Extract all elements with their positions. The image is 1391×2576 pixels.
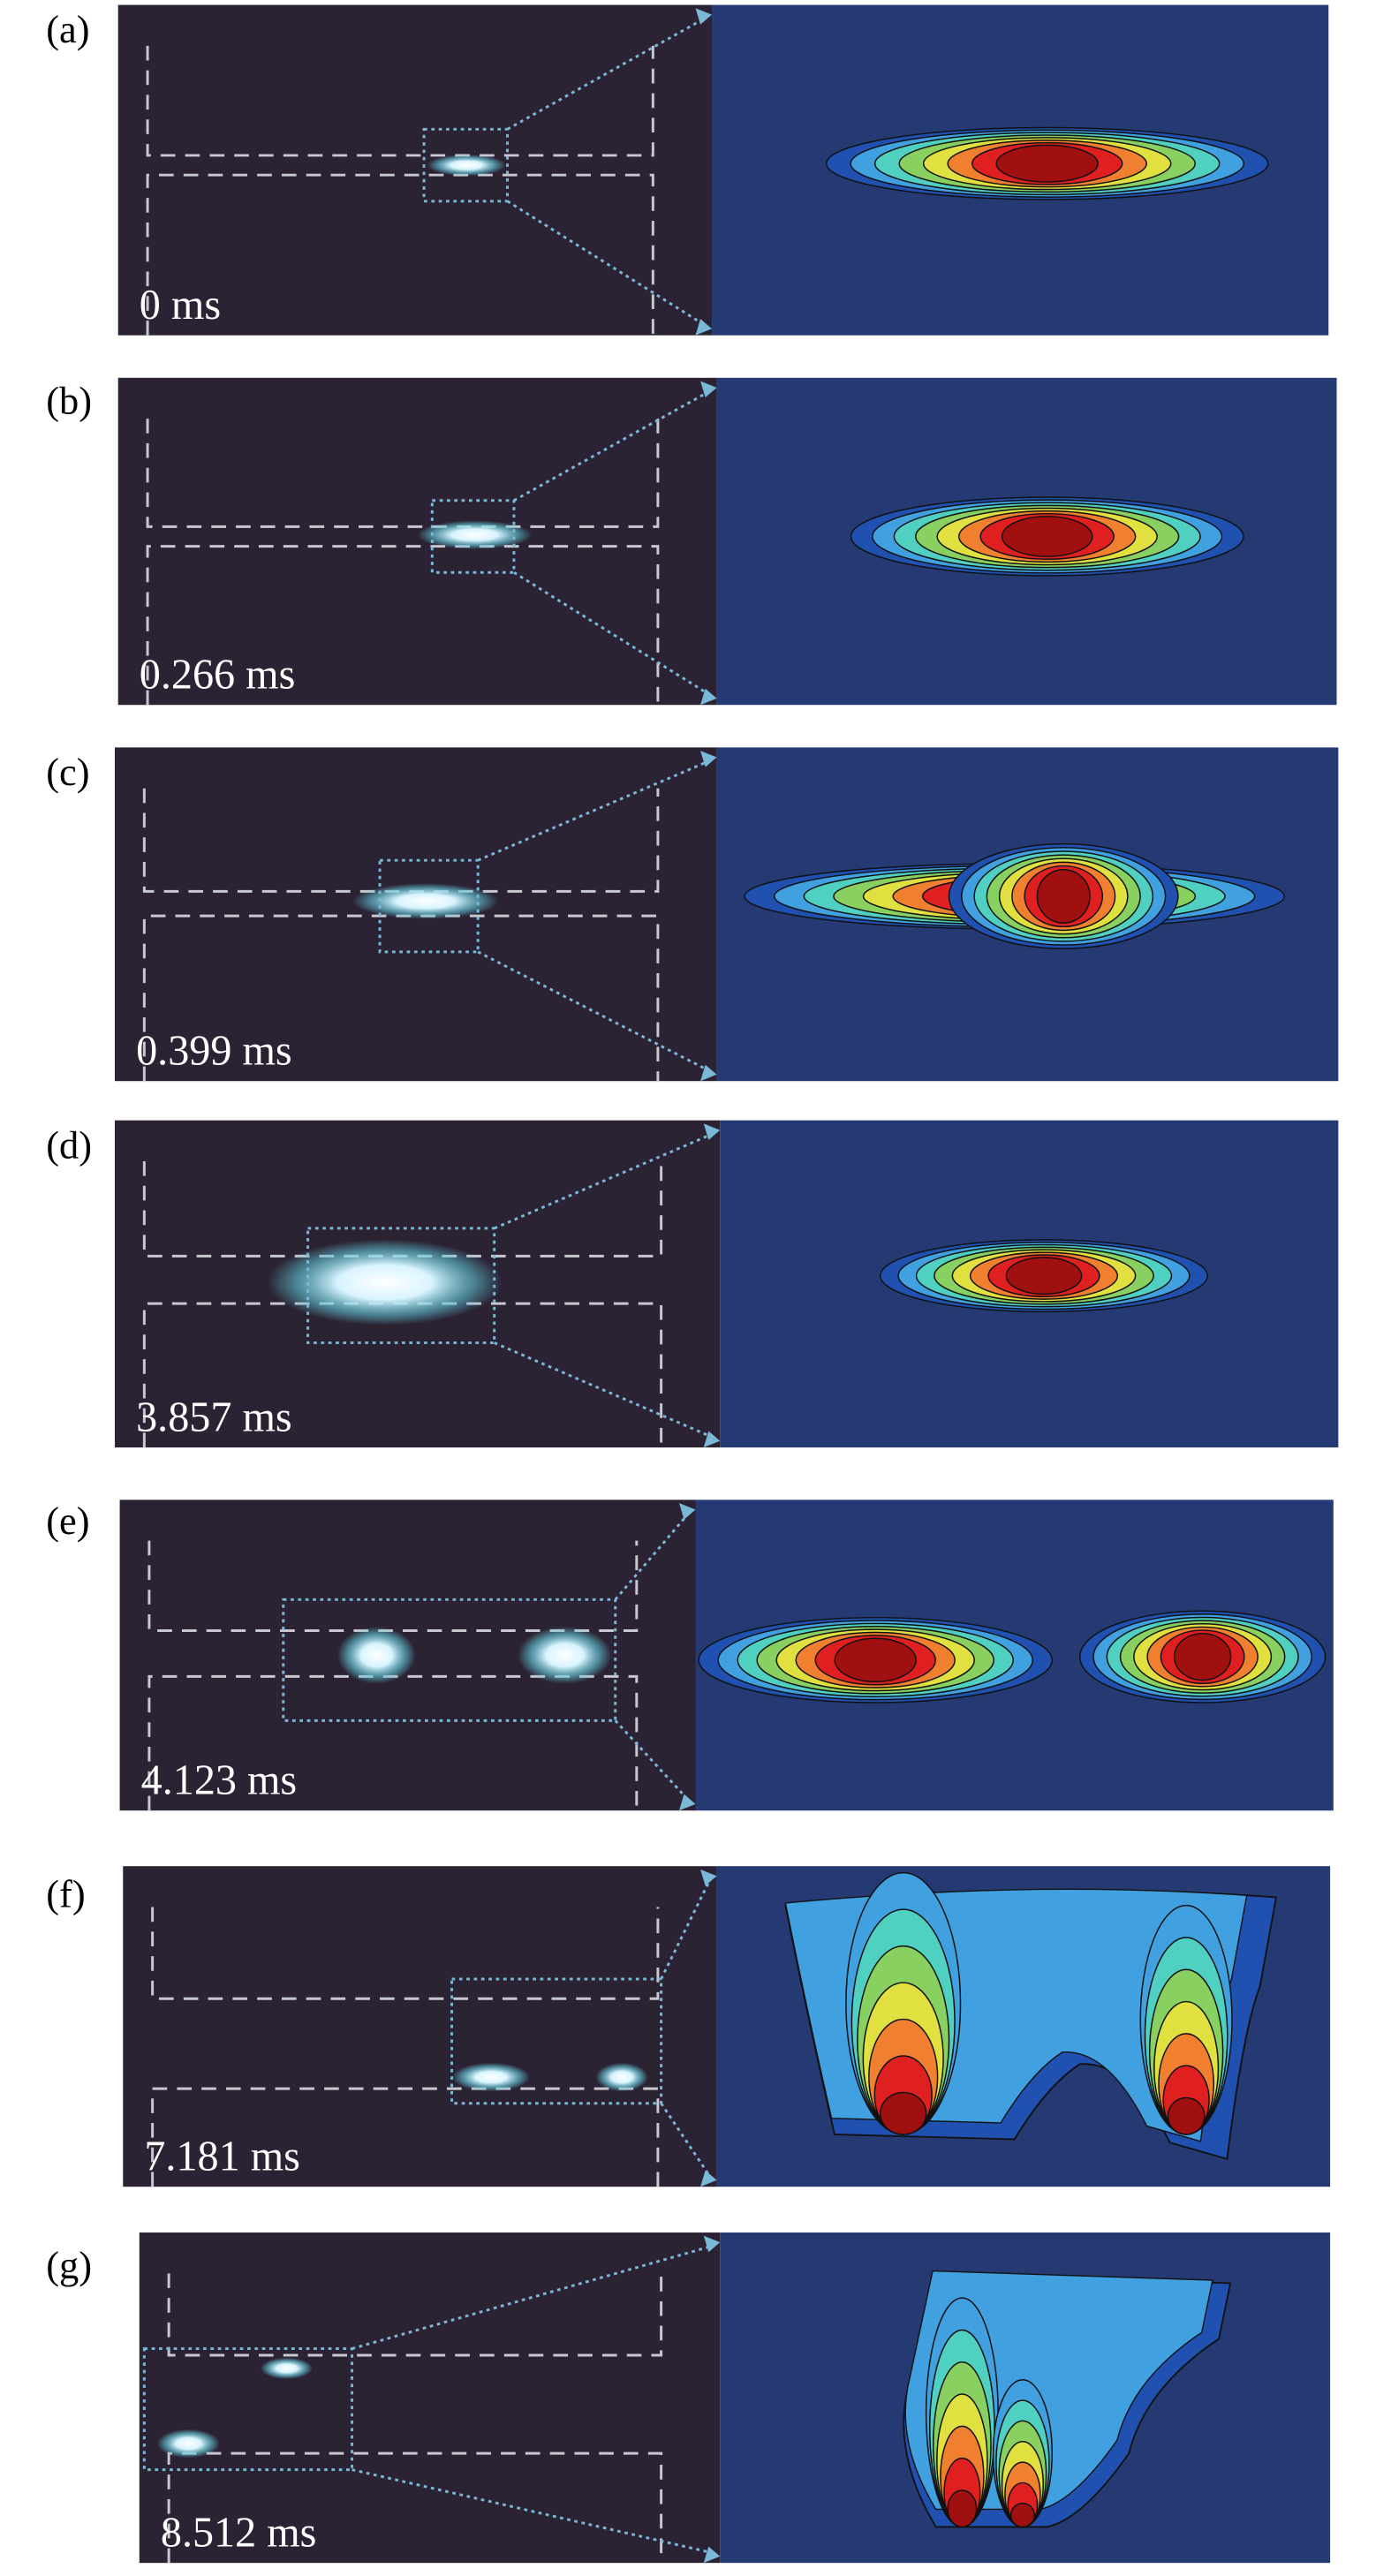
channel-outline [146,45,654,157]
contour [1173,1632,1232,1681]
channel-outline [146,173,654,336]
panel-label: (g) [46,2243,92,2287]
arrow-head [700,751,717,767]
arrow-head [678,1794,696,1811]
flame-glow [336,1626,416,1684]
time-label: 7.181 ms [144,2134,300,2180]
panel-label: (c) [46,750,89,794]
flame-glow [156,2429,220,2459]
zoom-line [352,2468,714,2555]
arrow-head [703,1123,721,1140]
flame-glow [451,2062,531,2092]
flame-glow [517,1626,612,1684]
contour [880,2091,927,2135]
flame-glow [267,1239,503,1326]
left-image [139,2232,721,2564]
zoom-box [282,1598,617,1722]
time-label: 0.266 ms [140,652,296,699]
flame-glow [427,154,506,177]
contour [1167,2096,1206,2135]
arrow-head [703,2235,721,2253]
left-image [117,4,713,336]
arrow-head [695,8,713,25]
arrow-head [700,688,717,706]
zoom-line [494,1341,714,1439]
zoom-box [422,127,509,203]
panel-label: (e) [46,1499,89,1543]
flame-glow [260,2357,314,2380]
time-label: 0 ms [140,282,221,329]
panel-label: (b) [46,379,92,423]
contour [1036,868,1091,924]
zoom-line [660,2102,712,2178]
zoom-line [494,1132,714,1230]
contour [1009,2503,1035,2528]
contour [1005,1257,1083,1296]
zoom-box [450,1977,663,2105]
arrow-head [703,2546,721,2564]
left-image [123,1866,717,2187]
arrow-head [695,319,713,336]
left-image [117,377,717,706]
panel-label: (f) [46,1872,85,1916]
channel-outline [142,788,660,893]
arrow-head [678,1503,696,1520]
channel-outline [146,545,660,706]
time-label: 4.123 ms [141,1757,298,1804]
flame-glow [417,520,533,549]
flame-glow [595,2062,648,2092]
zoom-box [306,1227,496,1345]
flame-glow [352,883,499,919]
arrow-head [703,1431,721,1448]
zoom-line [477,759,711,862]
arrow-head [700,2170,717,2187]
contour [995,144,1099,183]
zoom-box [378,858,480,954]
zoom-box [430,499,516,574]
channel-outline [151,1907,660,2000]
time-label: 8.512 ms [161,2510,317,2557]
channel-outline [151,2087,660,2187]
panel-label: (a) [46,7,89,51]
arrow-head [700,381,717,398]
time-label: 3.857 ms [136,1394,292,1441]
zoom-line [614,1719,691,1802]
arrow-head [700,1869,717,1886]
zoom-line [513,570,711,697]
zoom-line [506,17,707,131]
contour [947,2489,978,2528]
channel-outline [167,2451,663,2564]
arrow-head [700,1064,717,1082]
contour [834,1637,917,1683]
contour [1001,516,1093,557]
zoom-line [506,200,707,327]
channel-outline [146,419,660,528]
zoom-line [513,389,711,502]
time-label: 0.399 ms [136,1028,292,1075]
panel-label: (d) [46,1122,92,1167]
zoom-box [142,2347,354,2472]
channel-outline [167,2273,663,2357]
